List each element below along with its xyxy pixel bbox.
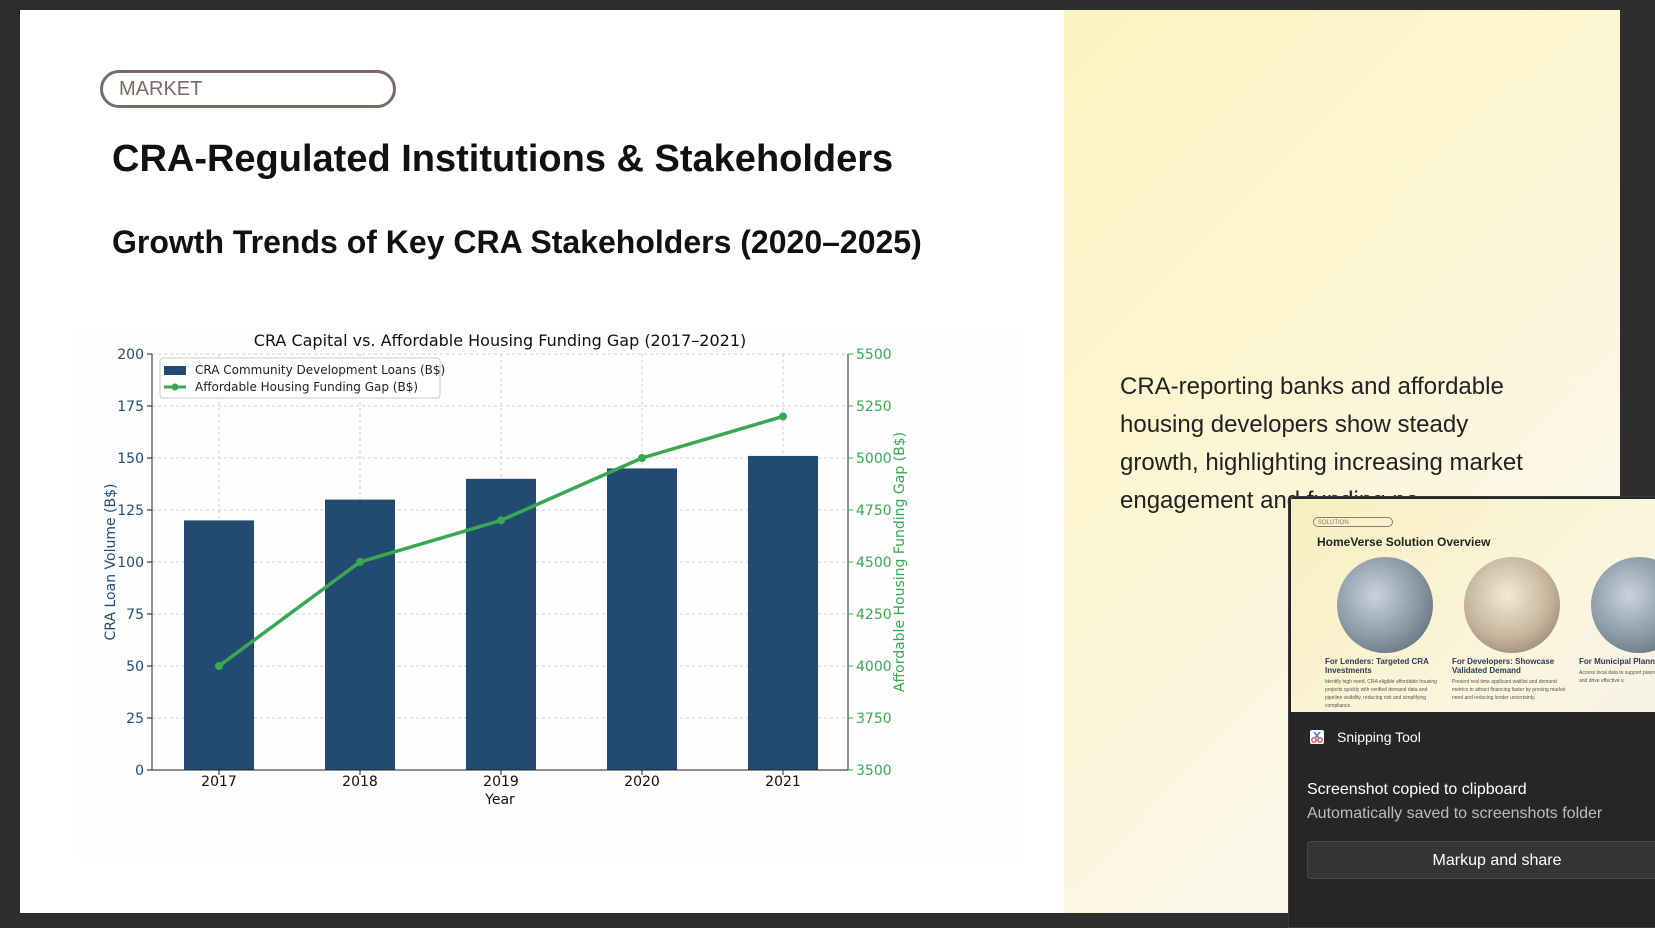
y2-axis-label: Affordable Housing Funding Gap (B$) [892,432,908,692]
toast-app-header: Snipping Tool [1309,729,1421,745]
y-tick-label: 200 [117,347,144,363]
line-point [779,412,787,421]
y2-tick-label: 3500 [856,763,892,779]
thumbnail-title: HomeVerse Solution Overview [1317,535,1491,549]
bar [184,520,254,770]
x-tick-label: 2019 [483,774,519,790]
thumbnail-tag: SOLUTION [1313,517,1393,527]
legend-box [159,357,441,399]
slide-subtitle: Growth Trends of Key CRA Stakeholders (2… [112,224,922,260]
slide-title: CRA-Regulated Institutions & Stakeholder… [112,138,894,180]
y2-tick-label: 4250 [856,607,892,623]
toast-app-name: Snipping Tool [1337,729,1421,745]
line-point [215,662,223,670]
y-tick-label: 25 [126,711,144,727]
y2-tick-label: 5000 [856,451,892,467]
x-tick-label: 2021 [765,774,801,790]
thumbnail-card-title: For Municipal Planning [1579,657,1655,666]
x-axis-label: Year [484,792,515,808]
x-tick-label: 2020 [624,774,660,790]
section-tag: MARKET [100,70,396,108]
y2-tick-label: 5250 [856,399,892,415]
slide: MARKET CRA-Regulated Institutions & Stak… [20,10,1620,913]
bar [607,468,677,770]
slide-body-text: CRA-reporting banks and affordable housi… [1120,373,1523,514]
legend-swatch-bar [164,366,186,375]
toast-sub-message: Automatically saved to screenshots folde… [1307,805,1603,822]
bar [325,499,395,770]
y-tick-label: 75 [126,607,144,623]
thumbnail-photo [1464,557,1560,653]
snipping-tool-notification[interactable]: SOLUTION HomeVerse Solution Overview For… [1288,496,1655,928]
legend-label: CRA Community Development Loans (B$) [195,363,445,377]
snipping-tool-icon [1309,729,1325,745]
thumbnail-card-body: Present real time applicant waitlist and… [1452,679,1566,701]
thumbnail-card-title: For Developers: Showcase Validated Deman… [1452,657,1555,675]
chart-svg: 0 25 50 75 100 125 150 175 200 3500 3750 4000 4250 45… [103,331,908,808]
screenshot-thumbnail[interactable]: SOLUTION HomeVerse Solution Overview For… [1291,499,1655,712]
chart-title: CRA Capital vs. Affordable Housing Fundi… [254,331,746,350]
line-point [497,516,505,525]
thumbnail-card: For Developers: Showcase Validated Deman… [1452,557,1572,702]
y2-tick-label: 5500 [856,347,892,363]
y-tick-label: 125 [117,503,144,519]
y-tick-label: 50 [126,659,144,675]
thumbnail-card-body: Access local data to support planning, i… [1579,670,1655,684]
x-tick-label: 2018 [342,774,378,790]
thumbnail-photo [1337,557,1433,653]
chart: 0 25 50 75 100 125 150 175 200 3500 3750 4000 4250 45… [78,328,1023,858]
toast-message: Screenshot copied to clipboard [1307,781,1527,798]
thumbnail-card-title: For Lenders: Targeted CRA Investments [1325,657,1429,675]
line-point [638,454,646,462]
y2-tick-label: 4750 [856,503,892,519]
markup-and-share-button[interactable]: Markup and share [1307,841,1655,879]
thumbnail-card-body: Identify high need, CRA eligible afforda… [1325,679,1437,709]
y-axis-label: CRA Loan Volume (B$) [103,484,119,641]
line-point [356,558,364,566]
y2-tick-label: 4500 [856,555,892,571]
y-tick-label: 100 [117,555,144,571]
thumbnail-card: For Lenders: Targeted CRA Investments Id… [1325,557,1445,710]
y2-tick-label: 3750 [856,711,892,727]
x-tick-label: 2017 [201,774,237,790]
y-tick-label: 175 [117,399,144,415]
thumbnail-card: For Municipal Planning Access local data… [1579,557,1655,685]
legend-swatch-point [171,383,179,391]
thumbnail-photo [1591,557,1655,653]
y-tick-label: 0 [135,763,144,779]
y-tick-label: 150 [117,451,144,467]
legend-label: Affordable Housing Funding Gap (B$) [195,380,418,394]
bar [748,455,818,770]
y2-tick-label: 4000 [856,659,892,675]
